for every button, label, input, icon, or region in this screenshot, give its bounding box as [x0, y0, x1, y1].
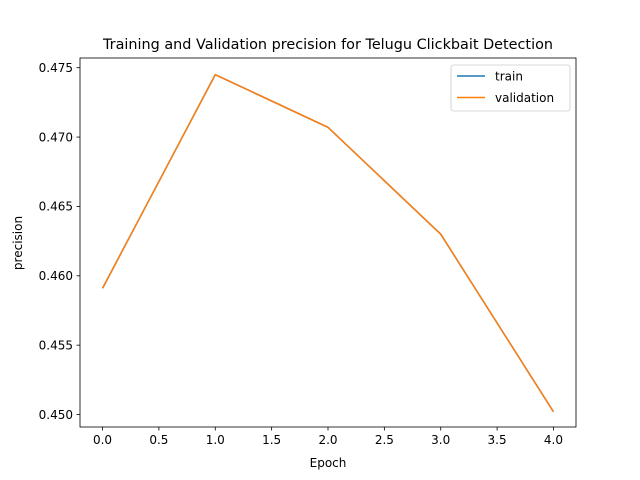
y-axis: 0.450 0.455 0.460 0.465 0.470 0.475 — [39, 61, 80, 422]
x-tick-label: 2.0 — [318, 433, 337, 447]
x-axis-label: Epoch — [310, 456, 347, 470]
plot-lines — [101, 73, 555, 413]
y-tick-label: 0.455 — [39, 338, 73, 352]
chart-title: Training and Validation precision for Te… — [102, 37, 553, 53]
y-tick-label: 0.450 — [39, 408, 73, 422]
x-tick-label: 3.5 — [488, 433, 507, 447]
x-tick-label: 1.5 — [262, 433, 281, 447]
x-tick-label: 0.5 — [149, 433, 168, 447]
y-axis-label: precision — [11, 216, 25, 270]
x-tick-label: 4.0 — [544, 433, 563, 447]
y-tick-label: 0.460 — [39, 269, 73, 283]
y-tick-label: 0.465 — [39, 200, 73, 214]
x-tick-label: 0.0 — [93, 433, 112, 447]
legend-label-train: train — [495, 69, 523, 83]
x-tick-label: 2.5 — [375, 433, 394, 447]
y-tick-label: 0.475 — [39, 61, 73, 75]
y-tick-label: 0.470 — [39, 130, 73, 144]
legend-label-validation: validation — [495, 91, 554, 105]
legend: train validation — [450, 64, 571, 112]
x-tick-label: 1.0 — [206, 433, 225, 447]
x-axis: 0.0 0.5 1.0 1.5 2.0 2.5 3.0 3.5 4.0 — [93, 427, 563, 447]
series-line-validation — [101, 73, 555, 413]
x-tick-label: 3.0 — [431, 433, 450, 447]
